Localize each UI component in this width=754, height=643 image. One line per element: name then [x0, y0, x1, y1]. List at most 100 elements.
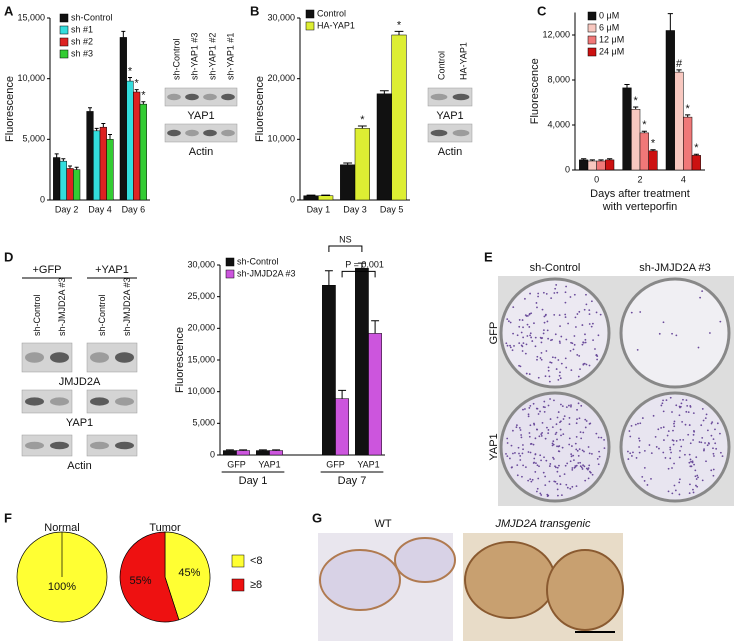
- tissue: [546, 549, 624, 631]
- band-label: YAP1: [436, 110, 463, 122]
- colony: [662, 410, 665, 413]
- band-label: YAP1: [187, 110, 214, 122]
- colony: [547, 337, 550, 340]
- legend-label: 12 μM: [599, 34, 624, 44]
- error-bar: [141, 101, 146, 105]
- y-tick-label: 15,000: [187, 354, 215, 364]
- colony: [550, 339, 552, 342]
- colony: [554, 287, 557, 290]
- colony: [678, 456, 681, 459]
- error-bar: [581, 158, 587, 160]
- colony: [685, 399, 688, 402]
- colony: [702, 419, 705, 422]
- error-bar: [641, 130, 647, 133]
- colony: [551, 444, 554, 447]
- colony: [588, 313, 591, 315]
- colony: [565, 285, 567, 288]
- bar: [66, 168, 74, 201]
- colony: [570, 341, 572, 344]
- colony: [555, 423, 558, 426]
- colony: [568, 404, 570, 407]
- colony: [715, 447, 718, 450]
- colony: [680, 402, 683, 405]
- colony: [520, 434, 523, 436]
- slice-label: 45%: [178, 567, 200, 579]
- colony: [517, 446, 520, 449]
- colony: [580, 437, 583, 440]
- colony: [585, 420, 588, 422]
- colony: [574, 442, 577, 445]
- colony: [521, 345, 524, 348]
- colony: [559, 342, 561, 344]
- legend-label: 24 μM: [599, 46, 624, 56]
- colony: [712, 474, 715, 477]
- colony: [548, 480, 551, 483]
- plate: [619, 391, 731, 503]
- colony: [556, 445, 558, 448]
- colony: [532, 443, 535, 446]
- blot: [427, 123, 473, 143]
- bar: [391, 34, 407, 201]
- colony: [582, 464, 584, 467]
- colony: [516, 334, 519, 337]
- colony: [534, 336, 537, 339]
- colony: [584, 479, 587, 482]
- colony: [540, 341, 543, 344]
- band: [221, 93, 235, 101]
- colony: [552, 456, 554, 459]
- colony: [581, 449, 584, 452]
- colony: [597, 334, 600, 337]
- band-label: Actin: [438, 146, 462, 158]
- colony: [712, 452, 715, 455]
- plates: [498, 276, 734, 506]
- colony: [632, 451, 634, 454]
- colony: [556, 438, 558, 441]
- colony: [583, 450, 585, 453]
- colony: [648, 444, 651, 446]
- colony: [598, 455, 601, 458]
- colony: [638, 437, 640, 440]
- band: [452, 93, 470, 101]
- colony: [506, 437, 509, 440]
- colony: [570, 405, 572, 408]
- colony: [675, 334, 678, 337]
- colony: [540, 337, 543, 340]
- colony: [538, 465, 540, 468]
- colony: [710, 434, 713, 437]
- colony: [557, 359, 560, 361]
- bar: [648, 150, 658, 171]
- colony: [671, 411, 673, 413]
- colony: [579, 461, 582, 464]
- image-label: WT: [374, 518, 391, 530]
- colony: [553, 292, 556, 294]
- colony: [545, 459, 548, 462]
- colony: [530, 336, 533, 339]
- colony: [564, 291, 567, 294]
- error-bar: [324, 270, 333, 286]
- colony: [695, 456, 698, 459]
- bracket: [328, 245, 363, 252]
- legend-swatch: [587, 11, 597, 21]
- colony: [638, 446, 641, 448]
- panel-letter: C: [537, 3, 547, 18]
- colony: [512, 332, 514, 335]
- bar: [376, 93, 392, 201]
- colony: [586, 468, 589, 471]
- error-bar: [54, 153, 59, 158]
- colony: [585, 363, 588, 366]
- colony: [585, 303, 588, 306]
- colony: [522, 336, 525, 339]
- error-bar: [321, 194, 331, 196]
- legend-swatch: [587, 47, 597, 57]
- error-bar: [68, 165, 72, 169]
- colony: [533, 457, 536, 460]
- colony: [535, 407, 538, 410]
- colony: [576, 408, 578, 411]
- legend-label: HA-YAP1: [317, 20, 355, 30]
- colony: [631, 455, 633, 457]
- colony: [714, 428, 716, 431]
- lane-label: sh-YAP1 #2: [207, 33, 217, 80]
- error-bar: [88, 107, 92, 112]
- colony: [575, 485, 578, 487]
- band: [50, 397, 69, 406]
